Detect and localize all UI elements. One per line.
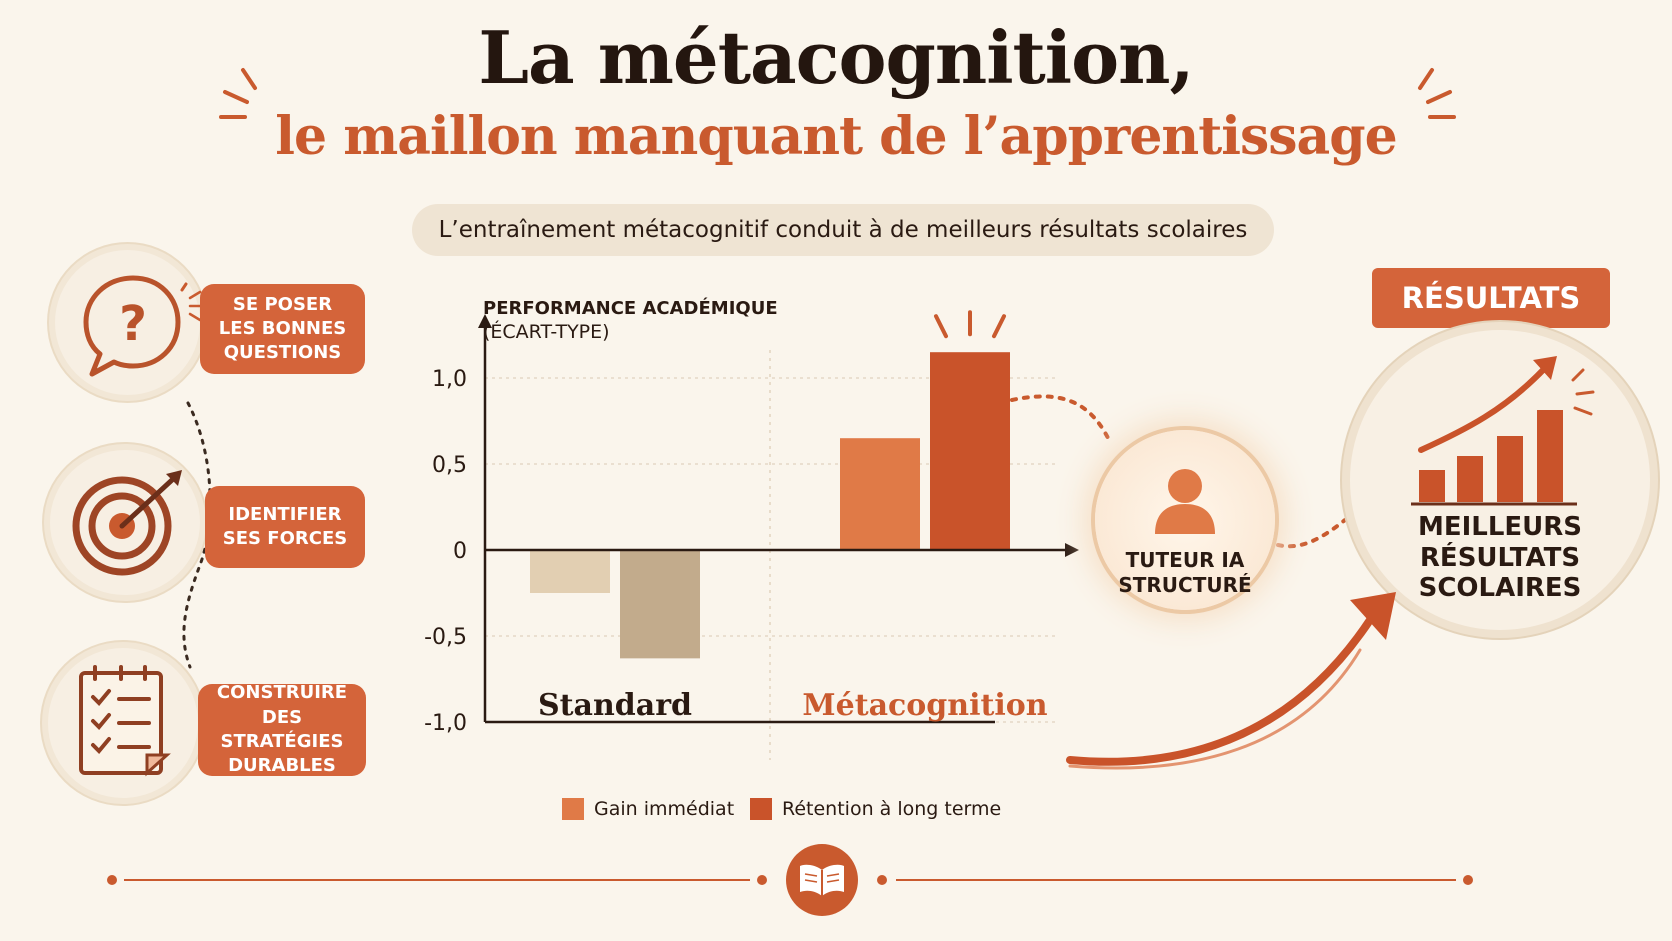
emphasis-stroke: [992, 314, 1006, 339]
rising-bar-chart-icon: [1411, 356, 1595, 506]
category-label-standard: Standard: [538, 688, 692, 723]
tutor-label: TUTEUR IA STRUCTURÉ: [1118, 548, 1252, 597]
bar-chart: PERFORMANCE ACADÉMIQUE(ÉCART-TYPE) 1,0 0,5…: [424, 297, 1079, 760]
question-bubble-icon: ?: [83, 275, 188, 377]
subtitle-banner: L’entraînement métacognitif conduit à de…: [412, 204, 1274, 256]
y-tick-label: 1,0: [432, 367, 467, 392]
y-tick-label: -0,5: [424, 625, 467, 650]
y-axis-label: PERFORMANCE ACADÉMIQUE: [483, 297, 778, 319]
burst-right-icon: [1418, 68, 1456, 119]
steps-connector: [182, 401, 212, 669]
legend-item-retention: Rétention à long terme: [750, 798, 1001, 820]
legend-label-gain: Gain immédiat: [594, 798, 735, 820]
footer-rule: [107, 875, 1473, 885]
results-label: MEILLEURS RÉSULTATS SCOLAIRES: [1417, 512, 1583, 604]
bar-standard-retention: [620, 550, 700, 659]
y-axis-unit-label: (ÉCART-TYPE): [483, 320, 610, 343]
flow-connectors: [1010, 394, 1347, 549]
y-tick-label: 0: [453, 539, 467, 564]
step-questions-label: SE POSER LES BONNES QUESTIONS: [200, 284, 365, 374]
legend-swatch-retention: [750, 798, 772, 820]
y-tick-label: -1,0: [424, 711, 467, 736]
x-axis-arrow: [1065, 543, 1079, 557]
results-badge: RÉSULTATS: [1372, 268, 1610, 328]
burst-left-icon: [219, 68, 257, 119]
swoosh-arrow-icon: [1066, 592, 1396, 770]
open-book-icon: [800, 864, 844, 896]
checklist-icon: [79, 665, 171, 777]
target-icon: [72, 470, 182, 576]
legend-item-gain: Gain immédiat: [562, 798, 734, 820]
bar-metacognition-retention: [930, 352, 1010, 550]
y-axis-arrow: [478, 314, 492, 328]
bar-standard-gain: [530, 550, 610, 593]
legend-label-retention: Rétention à long terme: [782, 798, 1002, 820]
page-subtitle-title: le maillon manquant de l’apprentissage: [275, 106, 1397, 167]
step-strengths-label: IDENTIFIER SES FORCES: [205, 486, 365, 568]
emphasis-stroke: [934, 314, 948, 339]
category-label-metacognition: Métacognition: [802, 688, 1047, 723]
person-icon: [1155, 469, 1215, 534]
bar-metacognition-gain: [840, 438, 920, 550]
svg-text:?: ?: [119, 296, 147, 352]
step-strategies-label: CONSTRUIRE DES STRATÉGIES DURABLES: [198, 682, 366, 776]
legend-swatch-gain: [562, 798, 584, 820]
page-title: La métacognition,: [478, 15, 1194, 100]
y-tick-label: 0,5: [432, 453, 467, 478]
